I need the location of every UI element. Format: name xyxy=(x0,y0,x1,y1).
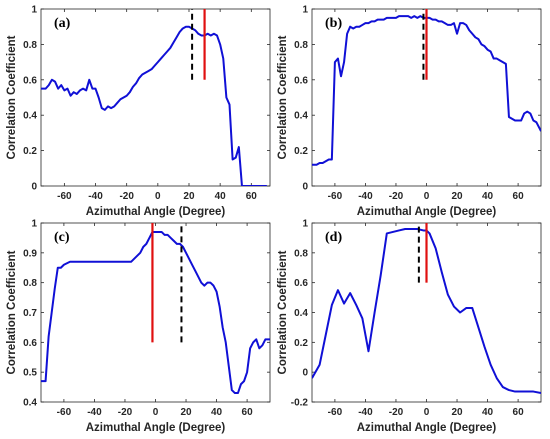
y-axis-label: Correlation Coefficient xyxy=(277,250,289,374)
x-tick-label: 0 xyxy=(424,191,430,202)
chart-panel-2: -60 -40 -20 0 20 40 60 0 0.2 0.4 0.6 0.8 1 Azimuthal … xyxy=(277,5,542,218)
x-tick-label: 60 xyxy=(513,191,525,202)
x-tick-label: -40 xyxy=(358,191,373,202)
panel-label: (c) xyxy=(54,230,70,245)
chart-panel-4: -60 -40 -20 0 20 40 60 -0.2 0 0.2 0.4 0.6 0.8 1 Azimut… xyxy=(277,219,542,434)
y-axis-label: Correlation Coefficient xyxy=(277,35,289,159)
y-tick-label: 0.4 xyxy=(294,111,308,122)
plot-frame xyxy=(40,222,271,403)
x-tick-label: -60 xyxy=(328,191,343,202)
y-tick-label: 1 xyxy=(302,219,308,230)
y-tick-label: 0.2 xyxy=(23,146,37,157)
x-axis-label: Azimuthal Angle (Degree) xyxy=(357,422,497,434)
panel-label: (b) xyxy=(325,16,342,31)
y-tick-label: 0.2 xyxy=(294,338,308,349)
y-tick-label: 0.5 xyxy=(23,368,37,379)
x-tick-label: 0 xyxy=(155,191,161,202)
x-tick-label: 0 xyxy=(153,407,159,418)
x-tick-label: -40 xyxy=(87,407,102,418)
y-tick-label: 0.4 xyxy=(23,398,37,409)
x-tick-label: 0 xyxy=(424,407,430,418)
y-tick-label: 0.6 xyxy=(294,75,308,86)
y-tick-label: 0.4 xyxy=(294,308,308,319)
x-tick-label: -40 xyxy=(88,191,103,202)
y-axis-label: Correlation Coefficient xyxy=(6,250,18,374)
x-tick-label: -20 xyxy=(119,191,134,202)
y-tick-label: 0 xyxy=(302,182,308,193)
y-tick-label: 0.8 xyxy=(294,40,308,51)
plot-frame xyxy=(40,8,271,187)
x-tick-label: -20 xyxy=(389,191,404,202)
y-tick-label: 0.4 xyxy=(23,111,37,122)
x-tick-label: -40 xyxy=(358,407,373,418)
y-tick-label: 0.8 xyxy=(23,278,37,289)
x-tick-label: 40 xyxy=(482,407,494,418)
x-tick-label: 20 xyxy=(183,191,195,202)
series-line-1 xyxy=(41,25,267,186)
y-tick-label: 0 xyxy=(302,368,308,379)
x-tick-label: 20 xyxy=(180,407,192,418)
x-axis-label: Azimuthal Angle (Degree) xyxy=(86,422,226,434)
panel-label: (a) xyxy=(54,16,71,31)
x-tick-label: -60 xyxy=(57,407,72,418)
y-tick-label: 1 xyxy=(302,5,308,16)
y-tick-label: 0.7 xyxy=(23,308,37,319)
x-tick-label: 20 xyxy=(451,407,463,418)
y-tick-label: 1 xyxy=(31,219,37,230)
x-tick-label: 40 xyxy=(215,191,227,202)
y-tick-label: 0.8 xyxy=(23,40,37,51)
y-tick-label: 0.2 xyxy=(294,146,308,157)
x-tick-label: -20 xyxy=(118,407,133,418)
y-tick-label: 0.6 xyxy=(294,278,308,289)
y-tick-label: 0.8 xyxy=(294,248,308,259)
y-tick-label: 0.6 xyxy=(23,338,37,349)
x-tick-label: 40 xyxy=(482,191,494,202)
y-tick-label: 0.9 xyxy=(23,248,37,259)
series-line-1 xyxy=(41,230,270,395)
y-tick-label: 1 xyxy=(31,5,37,16)
x-tick-label: 60 xyxy=(513,407,525,418)
x-tick-label: -20 xyxy=(389,407,404,418)
y-tick-label: 0 xyxy=(31,182,37,193)
panel-label: (d) xyxy=(325,230,342,245)
chart-panel-3: -60 -40 -20 0 20 40 60 0.4 0.5 0.6 0.7 0.8 0.9 1 Azimu… xyxy=(6,219,271,434)
x-tick-label: 60 xyxy=(246,191,258,202)
x-tick-label: 60 xyxy=(242,407,254,418)
x-tick-label: 20 xyxy=(451,191,463,202)
y-axis-label: Correlation Coefficient xyxy=(6,35,18,159)
x-tick-label: -60 xyxy=(57,191,72,202)
y-tick-label: 0.6 xyxy=(23,75,37,86)
x-tick-label: -60 xyxy=(328,407,343,418)
x-tick-label: 40 xyxy=(211,407,223,418)
x-axis-label: Azimuthal Angle (Degree) xyxy=(357,206,497,218)
y-tick-label: -0.2 xyxy=(291,398,309,409)
chart-panel-1: -60 -40 -20 0 20 40 60 0 0.2 0.4 0.6 0.8 1 Azimuthal … xyxy=(6,5,271,218)
x-axis-label: Azimuthal Angle (Degree) xyxy=(86,206,226,218)
